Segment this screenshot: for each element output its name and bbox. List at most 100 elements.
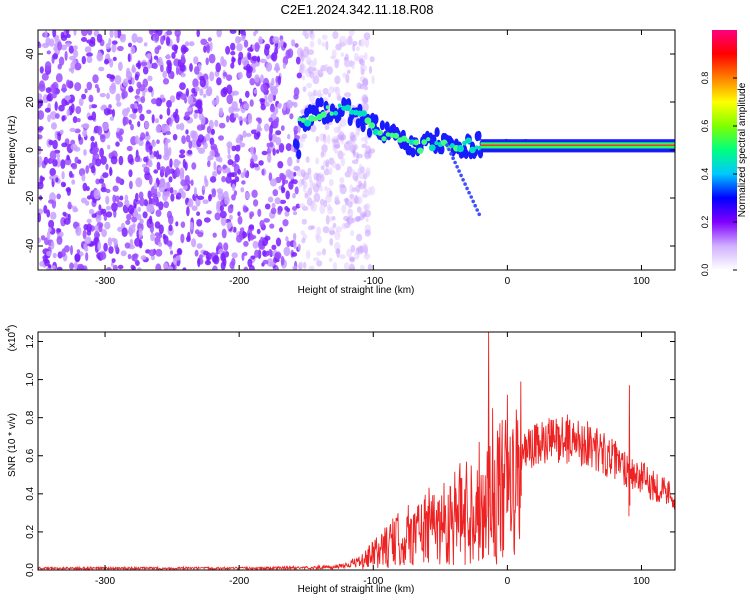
heatmap-speckle bbox=[130, 46, 136, 55]
heatmap-speckle bbox=[77, 264, 85, 270]
heatmap-speckle bbox=[185, 88, 189, 97]
heatmap-speckle bbox=[324, 186, 328, 191]
heatmap-speckle bbox=[360, 65, 364, 73]
heatmap-speckle bbox=[358, 55, 365, 60]
heatmap-speckle bbox=[247, 65, 253, 73]
heatmap-speckle bbox=[371, 75, 375, 85]
heatmap-speckle bbox=[38, 237, 41, 244]
heatmap-speckle bbox=[332, 31, 339, 40]
ridge-blob bbox=[401, 135, 408, 142]
heatmap-speckle bbox=[162, 70, 167, 79]
heatmap-speckle bbox=[91, 147, 98, 156]
heatmap-speckle bbox=[96, 87, 101, 93]
heatmap-speckle bbox=[207, 160, 211, 168]
heatmap-speckle bbox=[322, 248, 326, 256]
heatmap-speckle bbox=[220, 252, 226, 262]
heatmap-speckle bbox=[346, 69, 351, 75]
heatmap-speckle bbox=[95, 158, 102, 167]
heatmap-speckle bbox=[355, 151, 359, 162]
heatmap-speckle bbox=[162, 191, 169, 202]
heatmap-speckle bbox=[167, 266, 174, 270]
heatmap-speckle bbox=[44, 61, 52, 72]
heatmap-speckle bbox=[275, 130, 282, 136]
heatmap-speckle bbox=[186, 206, 190, 217]
heatmap-speckle bbox=[260, 74, 264, 83]
heatmap-speckle bbox=[338, 152, 346, 157]
heatmap-speckle bbox=[175, 255, 181, 261]
heatmap-speckle bbox=[358, 58, 364, 64]
heatmap-speckle bbox=[137, 206, 142, 212]
heatmap-speckle bbox=[38, 181, 44, 190]
heatmap-speckle bbox=[67, 201, 72, 210]
heatmap-speckle bbox=[158, 224, 164, 234]
heatmap-speckle bbox=[315, 157, 320, 165]
bottom-plot-frame bbox=[37, 331, 676, 571]
heatmap-speckle bbox=[191, 162, 197, 170]
heatmap-speckle bbox=[287, 156, 293, 167]
heatmap-speckle bbox=[192, 78, 199, 88]
heatmap-speckle bbox=[316, 226, 321, 236]
ridge-blob bbox=[474, 145, 479, 150]
heatmap-speckle bbox=[174, 167, 181, 178]
heatmap-speckle bbox=[302, 86, 307, 92]
ridge-blob bbox=[426, 137, 431, 142]
bottom-x-axis-label: Height of straight line (km) bbox=[298, 584, 415, 595]
heatmap-speckle bbox=[128, 85, 134, 93]
heatmap-speckle bbox=[264, 123, 270, 132]
heatmap-speckle bbox=[169, 187, 174, 194]
heatmap-speckle bbox=[128, 42, 132, 48]
heatmap-speckle bbox=[227, 172, 235, 178]
heatmap-speckle bbox=[220, 200, 225, 207]
heatmap-speckle bbox=[162, 233, 166, 240]
heatmap-speckle bbox=[309, 40, 315, 48]
heatmap-speckle bbox=[203, 45, 207, 53]
heatmap-speckle bbox=[148, 215, 153, 225]
heatmap-speckle bbox=[48, 264, 52, 269]
heatmap-speckle bbox=[160, 65, 164, 73]
heatmap-speckle bbox=[258, 160, 264, 166]
x-tick-label: -300 bbox=[95, 576, 115, 587]
heatmap-speckle bbox=[137, 222, 144, 232]
ridge-blob bbox=[360, 110, 367, 117]
top-x-axis-label: Height of straight line (km) bbox=[298, 285, 415, 296]
heatmap-speckle bbox=[216, 30, 222, 38]
heatmap-speckle bbox=[193, 56, 199, 65]
heatmap-speckle bbox=[55, 113, 60, 119]
heatmap-speckle bbox=[78, 98, 84, 107]
heatmap-speckle bbox=[139, 113, 145, 121]
figure-title: C2E1.2024.342.11.18.R08 bbox=[281, 2, 434, 17]
heatmap-speckle bbox=[131, 216, 138, 223]
heatmap-speckle bbox=[229, 214, 233, 220]
heatmap-speckle bbox=[261, 169, 265, 176]
heatmap-speckle bbox=[200, 38, 208, 45]
ridge-branch bbox=[449, 152, 453, 156]
heatmap-speckle bbox=[52, 30, 57, 38]
heatmap-speckle bbox=[231, 145, 237, 152]
heatmap-speckle bbox=[180, 93, 187, 101]
heatmap-speckle bbox=[40, 235, 46, 241]
heatmap-speckle bbox=[182, 267, 187, 270]
heatmap-speckle bbox=[313, 257, 320, 262]
heatmap-speckle bbox=[282, 219, 289, 227]
heatmap-speckle bbox=[355, 126, 361, 135]
heatmap-speckle bbox=[336, 92, 341, 99]
ridge-envelope bbox=[318, 97, 324, 108]
bottom-y-ticks: 0.0 0.2 0.4 0.6 0.8 1.0 1.2 bbox=[25, 334, 675, 577]
y-tick-label: 0.0 bbox=[25, 563, 36, 577]
heatmap-speckle bbox=[309, 30, 314, 35]
heatmap-speckle bbox=[204, 175, 207, 184]
heatmap-speckle bbox=[250, 255, 256, 260]
heatmap-speckle bbox=[175, 160, 181, 166]
heatmap-speckle bbox=[214, 119, 219, 127]
heatmap-speckle bbox=[116, 101, 122, 107]
heatmap-speckle bbox=[347, 201, 353, 208]
heatmap-speckle bbox=[268, 132, 273, 138]
heatmap-speckle bbox=[206, 125, 211, 134]
heatmap-speckle bbox=[291, 252, 298, 257]
ridge-branch bbox=[451, 156, 455, 160]
heatmap-speckle bbox=[132, 265, 136, 270]
heatmap-speckle bbox=[157, 241, 163, 247]
heatmap-speckle bbox=[285, 143, 292, 152]
heatmap-speckle bbox=[300, 178, 305, 186]
heatmap-speckle bbox=[149, 205, 154, 211]
